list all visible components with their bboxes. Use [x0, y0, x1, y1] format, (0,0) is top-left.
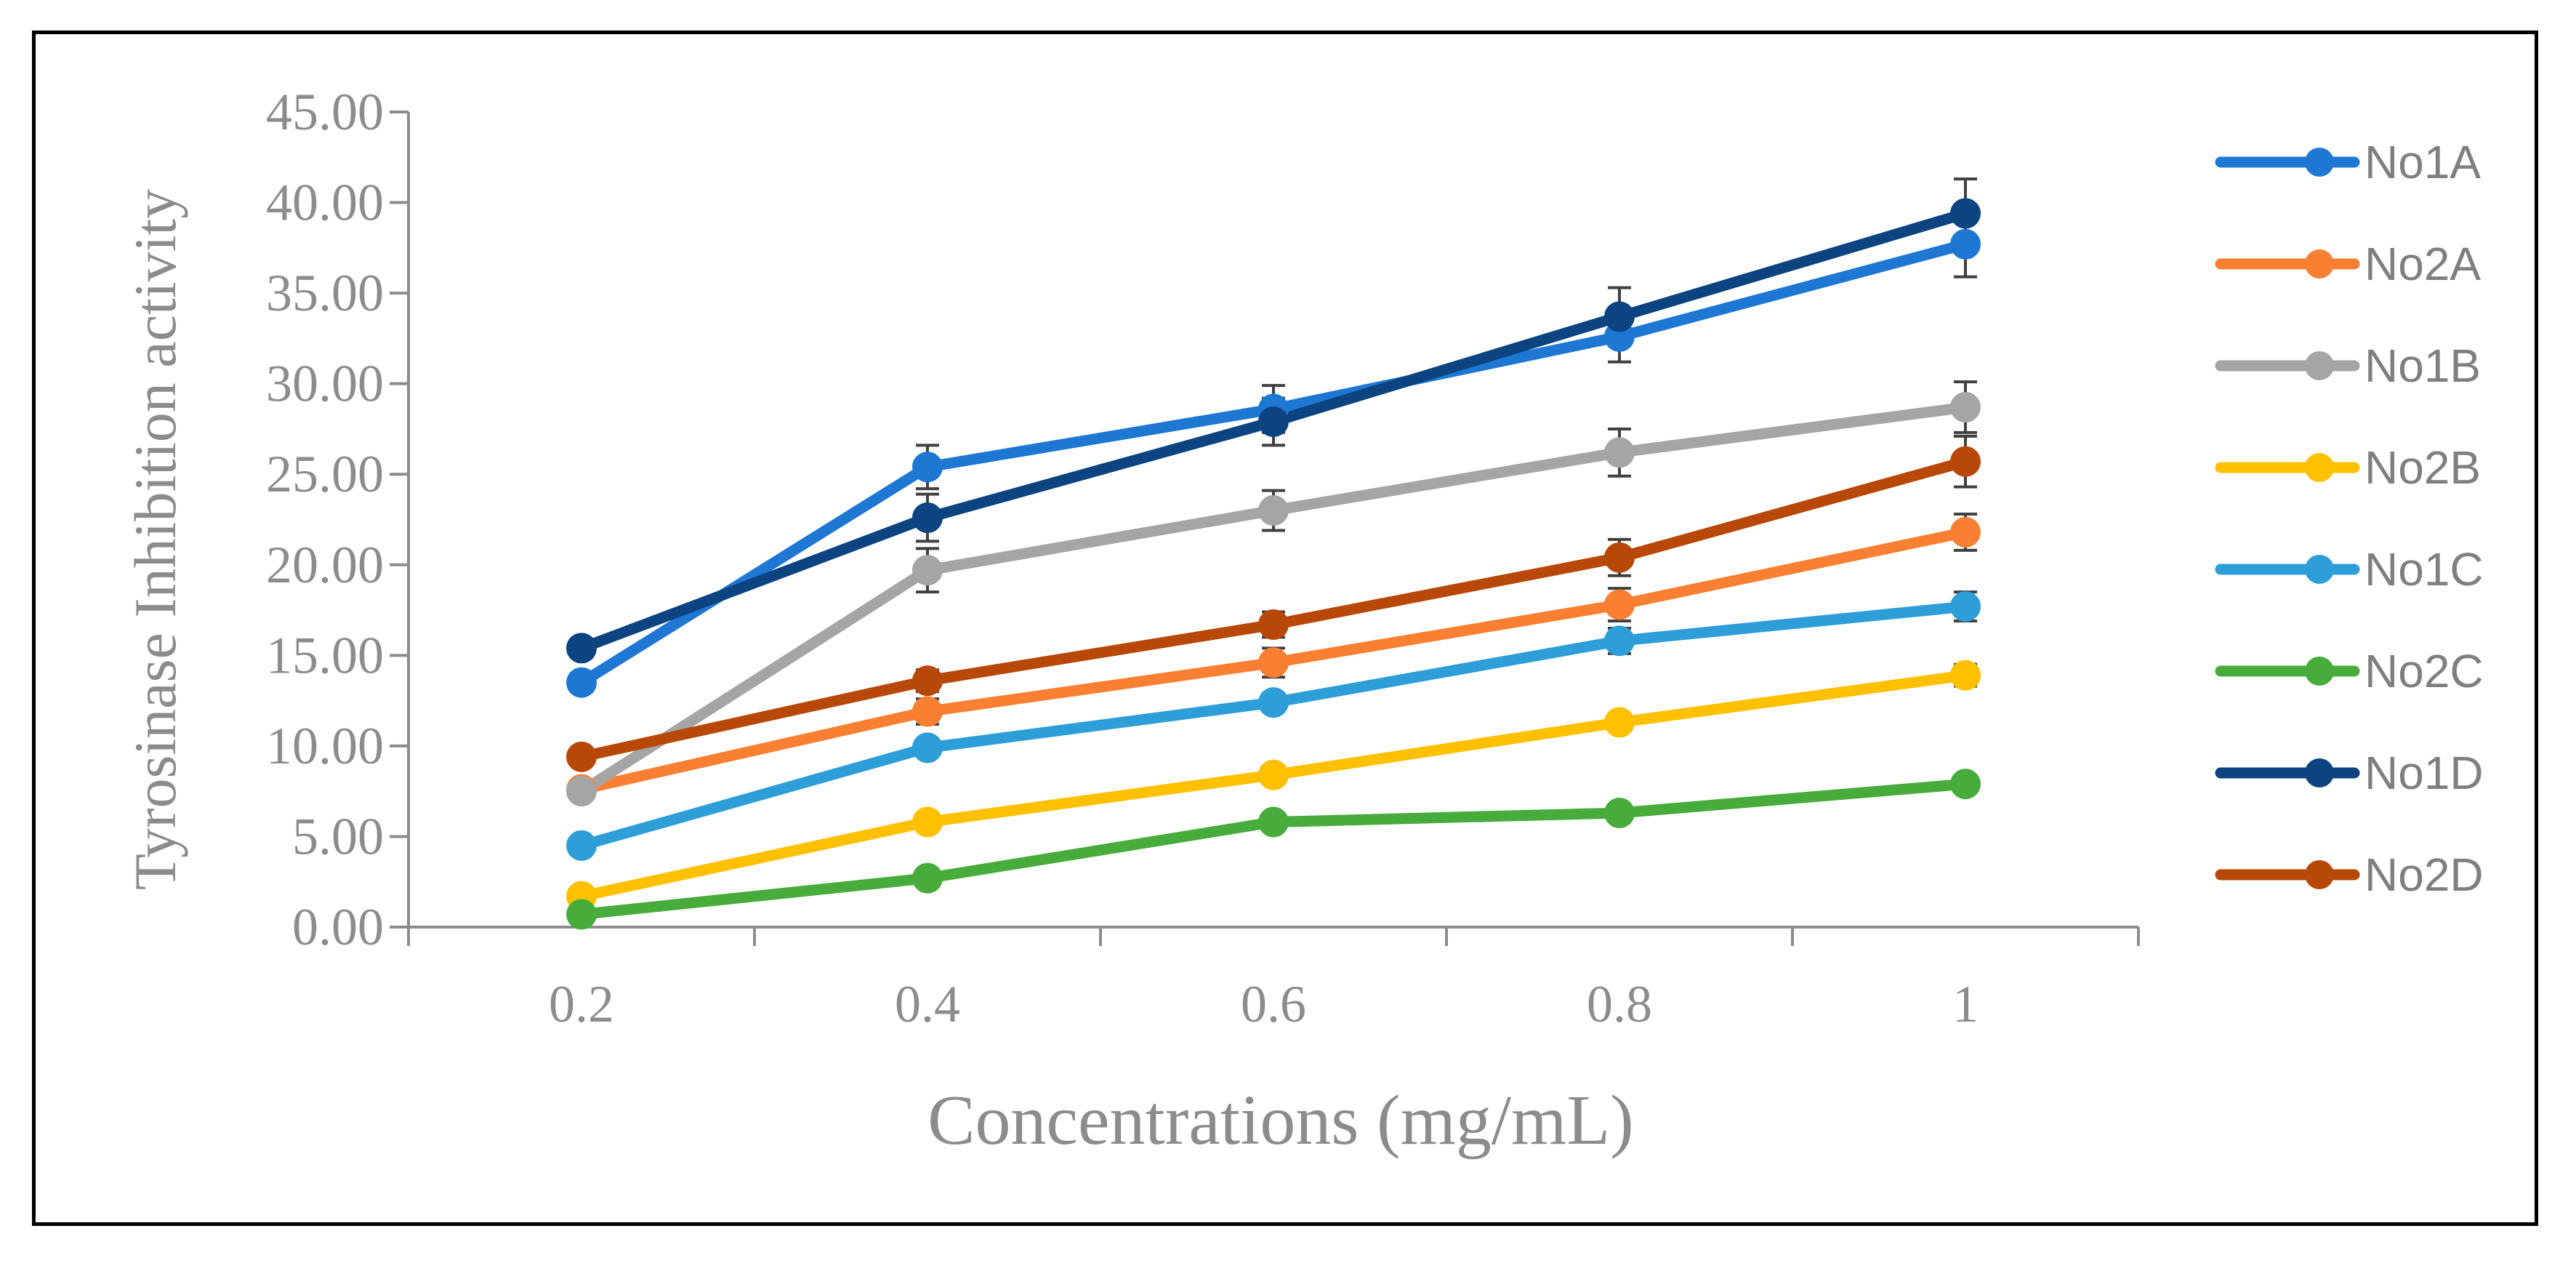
y-tick-label: 40.00	[266, 174, 384, 232]
legend-label: No1A	[2364, 136, 2481, 188]
legend-point-marker	[2305, 453, 2334, 482]
y-tick-label: 5.00	[292, 807, 384, 865]
x-tick-label: 0.6	[1241, 975, 1306, 1033]
data-point-no1d	[566, 633, 597, 664]
data-point-no2c	[566, 899, 597, 930]
data-point-no1b	[912, 555, 943, 586]
data-point-no2d	[566, 741, 597, 772]
data-point-no1d	[1604, 301, 1635, 332]
data-point-no2a	[1258, 647, 1289, 678]
legend-entry: No1A	[2215, 136, 2481, 188]
data-point-no1d	[1258, 406, 1289, 437]
y-axis: 0.00 5.00 10.00 15.00 20.00 25.00 30.00 35.00 40…	[266, 83, 410, 956]
data-point-no2d	[1258, 609, 1289, 640]
data-point-no2a	[1604, 589, 1635, 620]
data-point-no2d	[912, 665, 943, 697]
legend-point-marker	[2305, 657, 2334, 686]
legend-label: No2D	[2364, 849, 2484, 901]
data-point-no2a	[1950, 516, 1981, 548]
y-tick-label: 45.00	[266, 83, 384, 141]
y-tick-label: 35.00	[266, 264, 384, 322]
data-point-no2c	[1604, 798, 1635, 829]
legend-entry: No1B	[2215, 340, 2481, 392]
x-tick-label: 0.4	[895, 975, 960, 1033]
x-axis: 0.2 0.4 0.6 0.8 1	[407, 926, 2140, 1033]
data-point-no1a	[1950, 228, 1981, 260]
data-point-no1b	[1604, 437, 1635, 468]
data-point-no1a	[566, 667, 597, 698]
y-tick-label: 15.00	[266, 626, 384, 684]
legend-point-marker	[2305, 758, 2334, 787]
data-point-no2c	[1258, 806, 1289, 838]
y-tick-label: 25.00	[266, 445, 384, 503]
y-tick-label: 0.00	[292, 898, 384, 956]
legend-label: No1C	[2364, 543, 2484, 596]
x-tick-label: 1	[1952, 975, 1979, 1033]
data-point-no1d	[1950, 198, 1981, 229]
data-point-no1a	[912, 452, 943, 483]
legend-point-marker	[2305, 860, 2334, 889]
legend-label: No2C	[2364, 645, 2484, 697]
legend-label: No2A	[2364, 238, 2481, 290]
data-point-no1c	[566, 830, 597, 861]
data-point-no2a	[912, 696, 943, 727]
data-point-no1c	[1604, 625, 1635, 657]
line-chart: 0.00 5.00 10.00 15.00 20.00 25.00 30.00 35.00 40…	[122, 83, 2484, 1160]
legend-entry: No2D	[2215, 849, 2484, 901]
data-point-no2b	[1604, 707, 1635, 738]
legend-entry: No1D	[2215, 747, 2484, 799]
data-point-no2c	[912, 862, 943, 894]
data-point-no1d	[912, 502, 943, 534]
data-point-no2d	[1604, 542, 1635, 573]
legend-point-marker	[2305, 555, 2334, 584]
legend-point-marker	[2305, 351, 2334, 380]
legend-entry: No2A	[2215, 238, 2481, 290]
data-point-no1c	[1950, 591, 1981, 622]
x-tick-label: 0.2	[549, 975, 614, 1033]
y-tick-label: 30.00	[266, 355, 384, 413]
data-point-no1b	[566, 776, 597, 807]
legend-point-marker	[2305, 148, 2334, 177]
legend-point-marker	[2305, 249, 2334, 278]
legend: No1A No2A No1B No2B No1C No2C No1D No2D	[2215, 136, 2484, 901]
legend-label: No1B	[2364, 340, 2481, 392]
data-point-no1c	[912, 732, 943, 763]
data-point-no2b	[912, 806, 943, 838]
series-points	[566, 198, 1981, 930]
data-point-no1b	[1950, 392, 1981, 423]
data-point-no2b	[1258, 759, 1289, 790]
x-tick-label: 0.8	[1587, 975, 1652, 1033]
legend-label: No1D	[2364, 747, 2484, 799]
data-point-no2b	[1950, 659, 1981, 691]
data-point-no1c	[1258, 687, 1289, 718]
legend-entry: No1C	[2215, 543, 2484, 596]
x-axis-title: Concentrations (mg/mL)	[927, 1081, 1634, 1160]
legend-label: No2B	[2364, 441, 2481, 494]
legend-entry: No2C	[2215, 645, 2484, 697]
data-point-no1b	[1258, 495, 1289, 526]
data-point-no2c	[1950, 769, 1981, 800]
data-point-no2d	[1950, 446, 1981, 477]
chart-frame: 0.00 5.00 10.00 15.00 20.00 25.00 30.00 35.00 40…	[32, 31, 2538, 1226]
y-tick-label: 20.00	[266, 536, 384, 594]
series-line-no1b	[576, 401, 1971, 797]
y-axis-title: Tyrosinase Inhibition activity	[122, 189, 188, 890]
y-tick-label: 10.00	[266, 717, 384, 775]
legend-entry: No2B	[2215, 441, 2481, 494]
